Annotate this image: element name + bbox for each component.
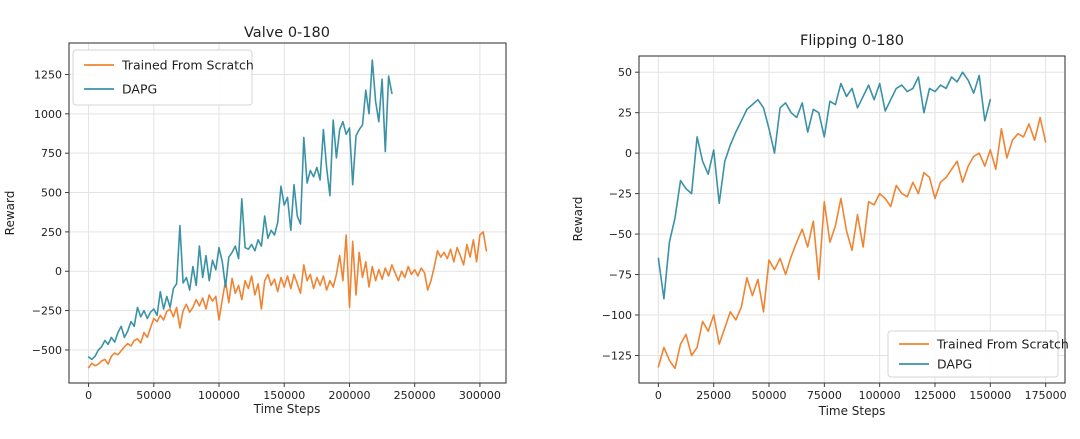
y-tick-label: −100 [602, 309, 632, 322]
x-tick-label: 0 [655, 389, 662, 402]
x-tick-label: 75000 [807, 389, 842, 402]
x-tick-label: 150000 [969, 389, 1011, 402]
x-tick-label: 175000 [1025, 389, 1067, 402]
y-tick-label: 50 [618, 66, 632, 79]
plot-frame [68, 42, 507, 384]
y-tick-label: −500 [32, 344, 62, 357]
x-tick-label: 50000 [752, 389, 787, 402]
x-tick-label: 200000 [328, 389, 370, 402]
y-tick-label: 500 [41, 187, 62, 200]
chart-panel-valve: 0 50000 100000 150000 200000 250000 300000 −500… [3, 25, 507, 416]
legend-box [887, 330, 1059, 378]
legend-label: Trained From Scratch [936, 337, 1069, 352]
y-tick-label: −25 [609, 188, 632, 201]
legend-label: Trained From Scratch [121, 58, 254, 73]
x-tick-label: 100000 [859, 389, 901, 402]
y-tick-label: −125 [602, 349, 632, 362]
y-tick-label: 1000 [34, 108, 62, 121]
legend-label: DAPG [122, 82, 157, 97]
flipping-x-axis-label: Time Steps [818, 404, 886, 418]
legend-label: DAPG [937, 357, 972, 372]
valve-chart-title: Valve 0-180 [244, 25, 330, 41]
x-tick-label: 150000 [263, 389, 305, 402]
series-line-dapg [657, 71, 992, 300]
series-line-trained-from-scratch [87, 231, 488, 369]
x-tick-label: 0 [85, 389, 92, 402]
x-tick-label: 25000 [696, 389, 731, 402]
x-tick-label: 100000 [198, 389, 240, 402]
y-tick-label: 750 [41, 147, 62, 160]
y-tick-label: 25 [618, 107, 632, 120]
y-tick-label: 0 [625, 147, 632, 160]
series-line-trained-from-scratch [657, 116, 1047, 370]
flipping-plot-area: 0 25000 50000 75000 100000 125000 150000 175000… [602, 55, 1069, 402]
chart-panel-flipping: 0 25000 50000 75000 100000 125000 150000 175000… [571, 33, 1069, 418]
x-tick-label: 250000 [394, 389, 436, 402]
flipping-chart-title: Flipping 0-180 [800, 33, 904, 49]
y-tick-label: −50 [609, 228, 632, 241]
y-tick-label: 250 [41, 226, 62, 239]
legend-box [72, 49, 253, 106]
x-tick-label: 300000 [459, 389, 501, 402]
valve-y-axis-label: Reward [3, 191, 17, 236]
x-tick-label: 50000 [136, 389, 171, 402]
series-line-dapg [87, 59, 393, 361]
valve-plot-area: 0 50000 100000 150000 200000 250000 300000 −500… [32, 42, 507, 402]
y-tick-label: −250 [32, 305, 62, 318]
y-tick-label: 1250 [34, 68, 62, 81]
x-tick-label: 125000 [914, 389, 956, 402]
y-tick-label: 0 [55, 265, 62, 278]
flipping-y-axis-label: Reward [571, 197, 585, 242]
valve-x-axis-label: Time Steps [253, 402, 321, 416]
y-tick-label: −75 [609, 269, 632, 282]
plot-frame [638, 55, 1066, 384]
